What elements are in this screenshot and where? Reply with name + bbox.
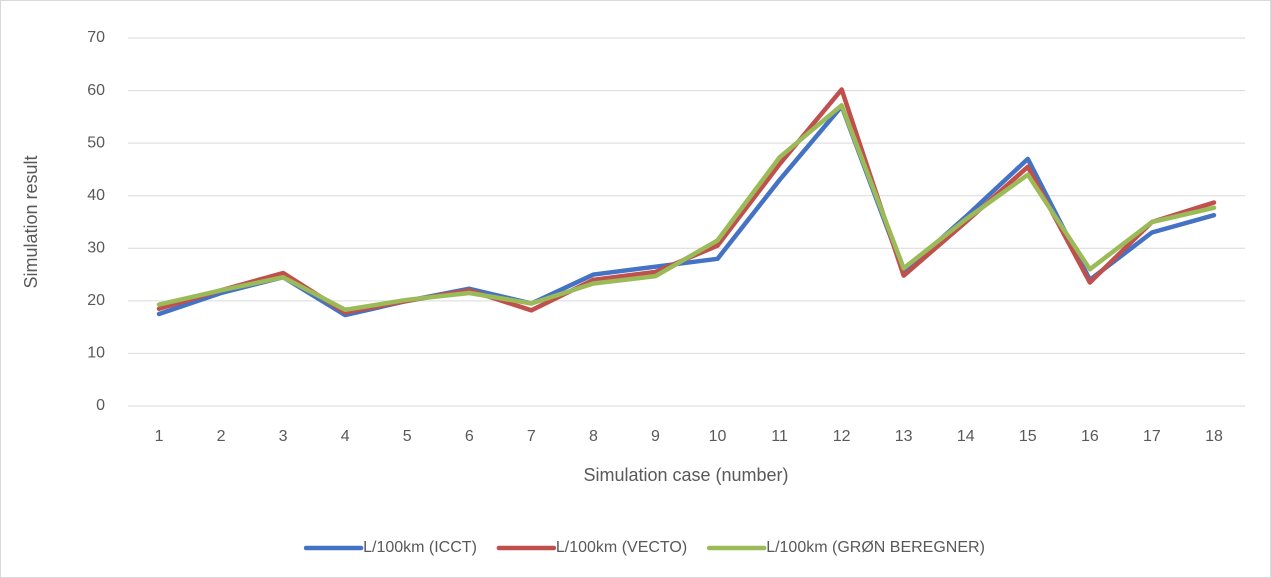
x-tick-label: 12 bbox=[833, 428, 851, 445]
x-tick-label: 1 bbox=[155, 428, 164, 445]
x-tick-label: 18 bbox=[1205, 428, 1223, 445]
legend-label: L/100km (ICCT) bbox=[363, 539, 477, 556]
x-tick-label: 16 bbox=[1081, 428, 1099, 445]
y-tick-label: 70 bbox=[87, 29, 105, 46]
x-tick-label: 13 bbox=[895, 428, 913, 445]
legend-label: L/100km (VECTO) bbox=[556, 539, 687, 556]
x-tick-label: 11 bbox=[771, 428, 788, 445]
x-tick-label: 9 bbox=[651, 428, 660, 445]
x-tick-label: 14 bbox=[957, 428, 975, 445]
x-tick-label: 8 bbox=[589, 428, 598, 445]
x-tick-label: 3 bbox=[279, 428, 288, 445]
y-tick-label: 0 bbox=[96, 397, 105, 414]
y-tick-label: 20 bbox=[87, 292, 105, 309]
x-tick-label: 2 bbox=[217, 428, 226, 445]
y-tick-label: 10 bbox=[87, 345, 105, 362]
y-tick-label: 50 bbox=[87, 134, 105, 151]
x-tick-label: 15 bbox=[1019, 428, 1037, 445]
x-tick-label: 4 bbox=[341, 428, 350, 445]
y-tick-label: 60 bbox=[87, 82, 105, 99]
x-tick-label: 17 bbox=[1143, 428, 1161, 445]
y-tick-label: 40 bbox=[87, 187, 105, 204]
x-tick-label: 10 bbox=[709, 428, 727, 445]
y-tick-label: 30 bbox=[87, 240, 105, 257]
series-line bbox=[156, 103, 1217, 313]
x-tick-label: 5 bbox=[403, 428, 412, 445]
x-tick-label: 6 bbox=[465, 428, 474, 445]
x-tick-label: 7 bbox=[527, 428, 536, 445]
legend-label: L/100km (GRØN BEREGNER) bbox=[766, 539, 985, 556]
y-axis-title: Simulation result bbox=[21, 155, 41, 288]
series-line bbox=[156, 104, 1217, 318]
x-axis-title: Simulation case (number) bbox=[583, 465, 788, 485]
